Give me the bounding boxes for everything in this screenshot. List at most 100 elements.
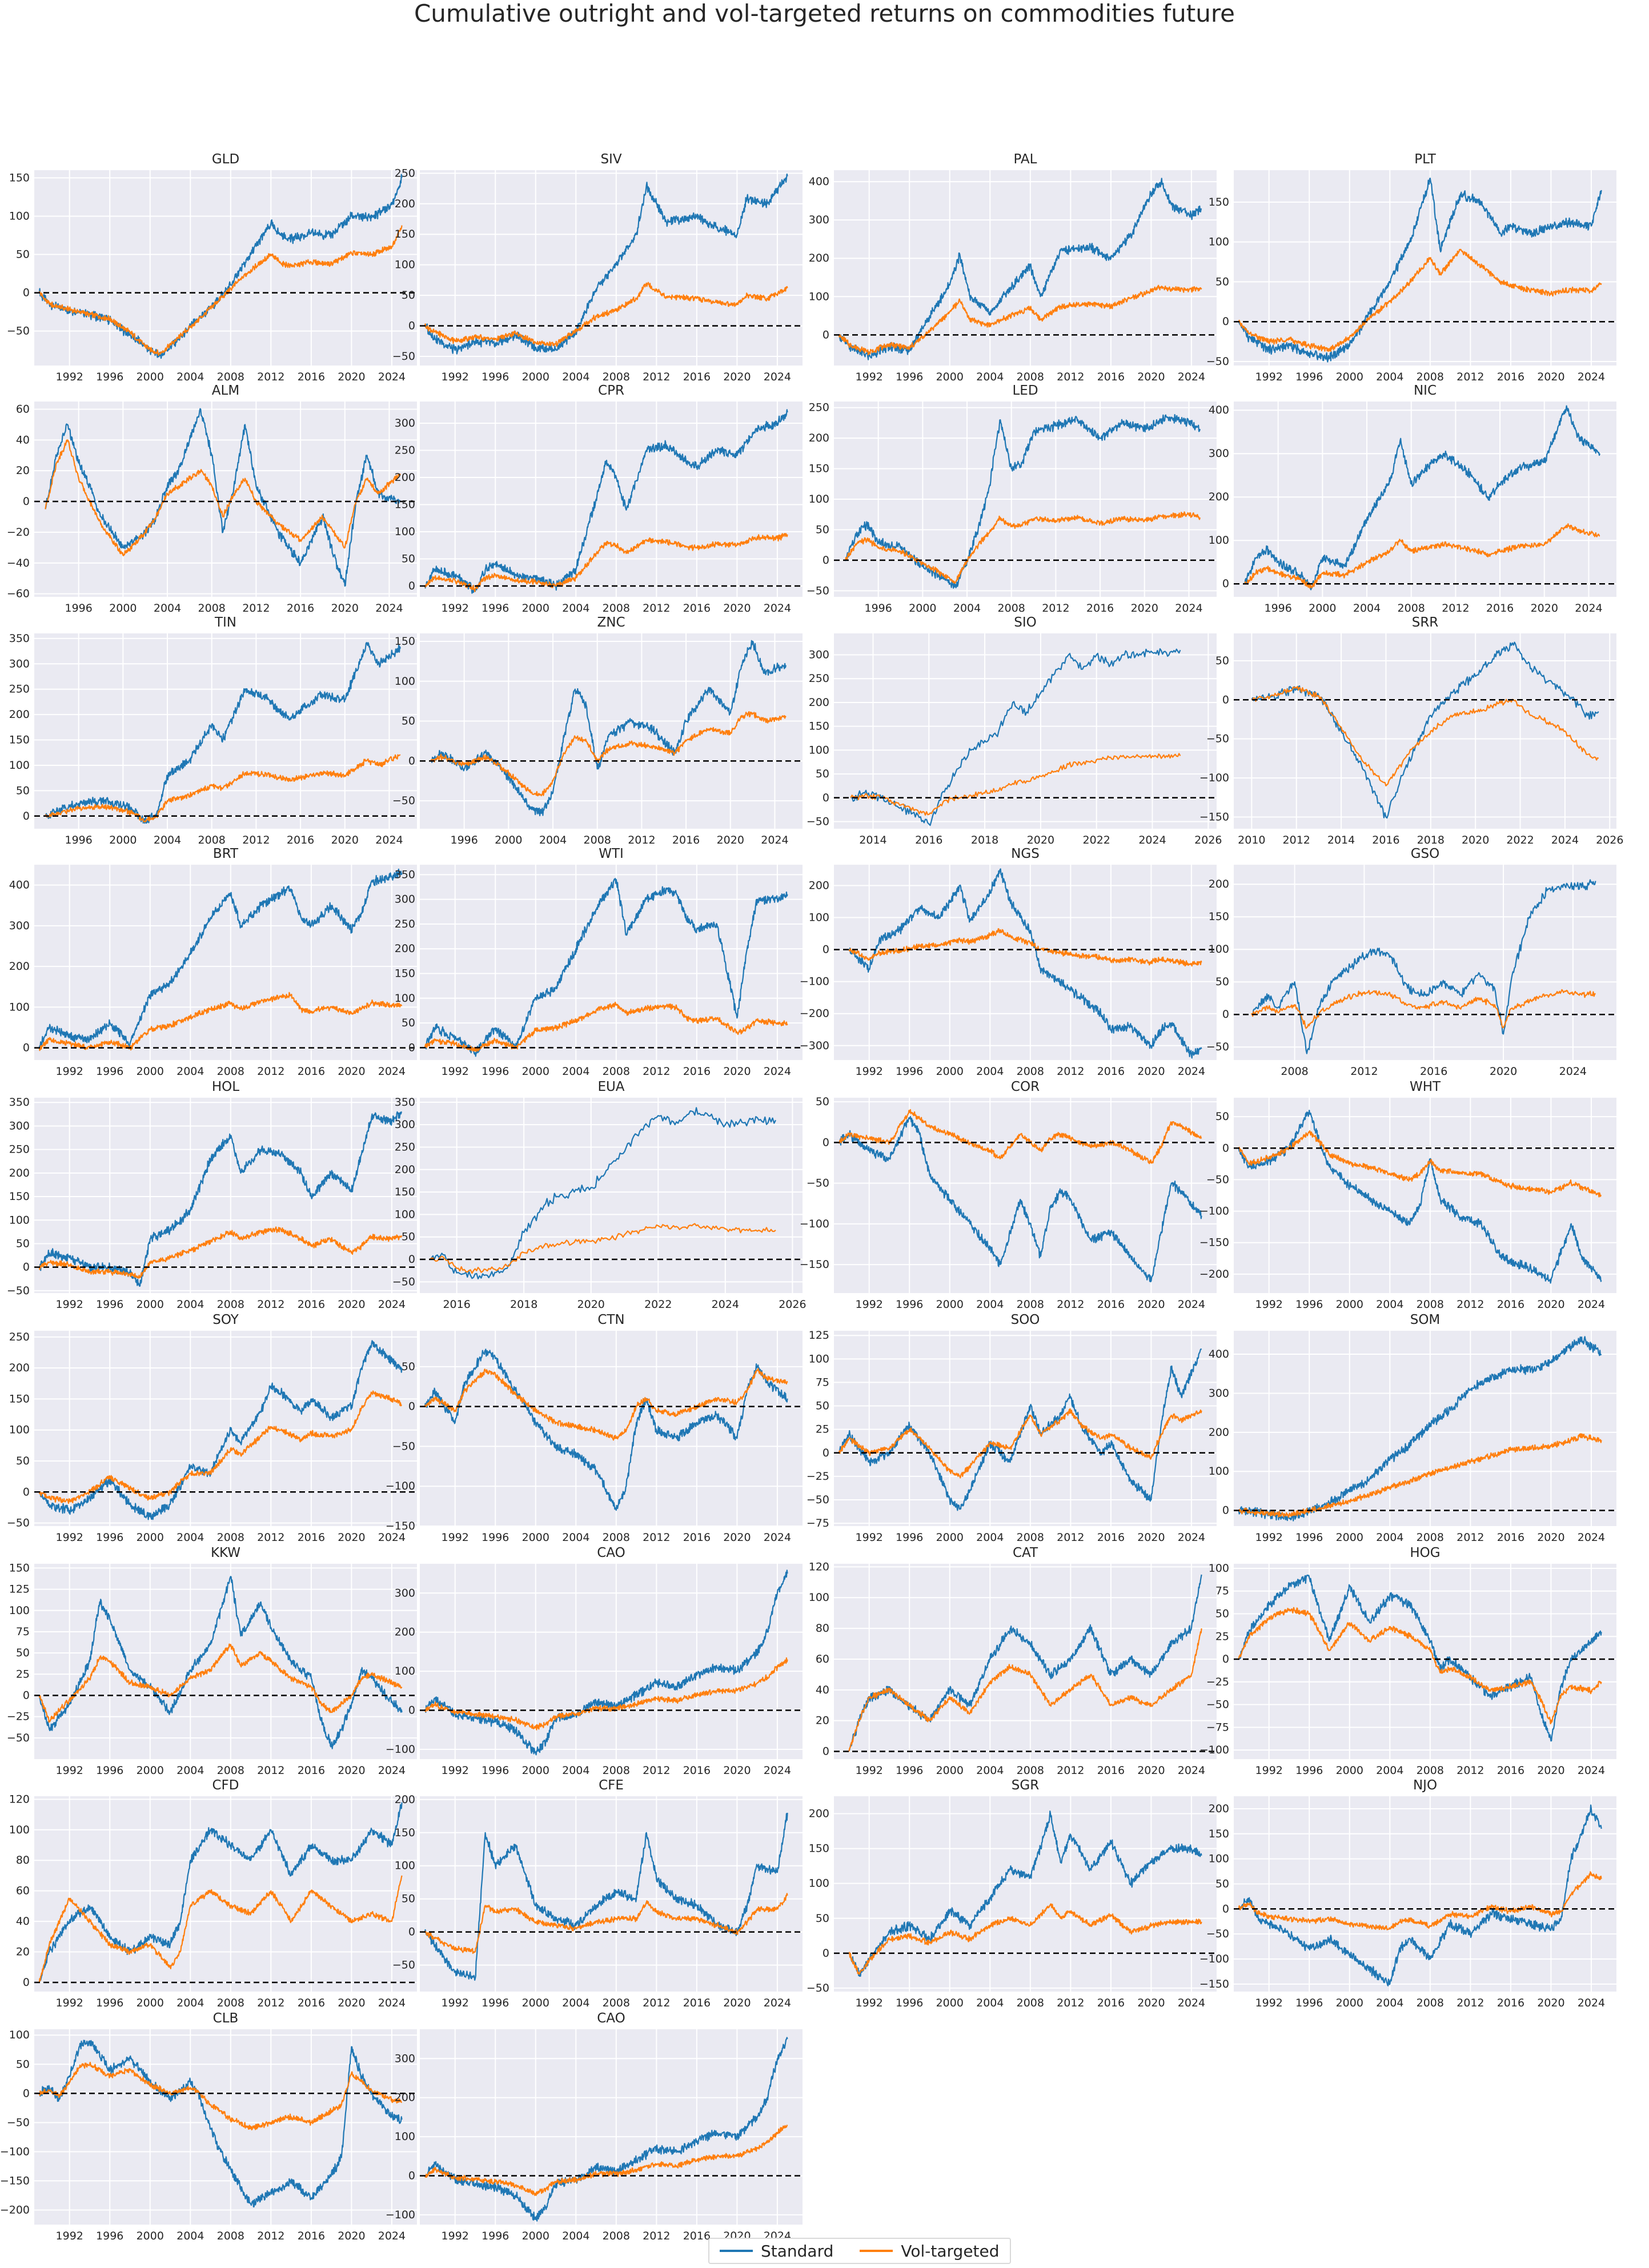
series-line-standard xyxy=(424,409,788,594)
y-tick-label: 0 xyxy=(408,1041,415,1054)
x-tick-label: 2010 xyxy=(1238,834,1265,846)
y-tick-label: 350 xyxy=(9,632,30,645)
y-tick-label: 100 xyxy=(1209,236,1229,248)
x-tick-label: 2008 xyxy=(1417,371,1444,383)
subplot-title: GLD xyxy=(212,152,239,167)
y-tick-label: 200 xyxy=(809,1808,829,1820)
x-tick-label: 2012 xyxy=(1457,371,1484,383)
y-tick-label: 0 xyxy=(408,320,415,332)
y-tick-label: 150 xyxy=(9,1561,30,1574)
y-tick-label: −300 xyxy=(800,1039,829,1052)
x-tick-label: 2024 xyxy=(378,1531,406,1544)
x-tick-label: 2024 xyxy=(375,834,403,846)
legend-swatch-standard xyxy=(720,2250,753,2252)
y-tick-label: 50 xyxy=(816,1095,829,1108)
series-line-vol-targeted xyxy=(45,439,401,556)
series-line-vol-targeted xyxy=(1238,1871,1602,1930)
y-tick-label: 400 xyxy=(1209,1348,1229,1360)
y-tick-label: 50 xyxy=(16,1647,30,1659)
plot-area xyxy=(1234,1098,1616,1293)
legend-entry-vol-targeted: Vol-targeted xyxy=(860,2242,1000,2261)
y-tick-label: 0 xyxy=(1222,315,1229,328)
subplot-title: HOG xyxy=(1410,1546,1440,1560)
x-tick-label: 2004 xyxy=(176,1065,204,1078)
x-tick-label: 2020 xyxy=(1537,371,1564,383)
y-tick-label: 50 xyxy=(16,2058,30,2070)
plot-area xyxy=(34,2029,417,2225)
y-tick-label: −50 xyxy=(807,1494,829,1506)
y-tick-label: −50 xyxy=(7,325,30,338)
y-tick-label: 0 xyxy=(23,1689,30,1701)
x-tick-label: 2016 xyxy=(1497,1764,1524,1777)
y-tick-label: −200 xyxy=(1199,1268,1229,1280)
x-tick-label: 2012 xyxy=(643,1764,670,1777)
series-line-vol-targeted xyxy=(848,1628,1202,1752)
y-tick-label: 100 xyxy=(1209,534,1229,547)
x-tick-label: 1992 xyxy=(56,371,83,383)
y-tick-label: 100 xyxy=(395,525,415,538)
subplot-title: PLT xyxy=(1414,152,1437,167)
y-tick-label: −50 xyxy=(7,1284,30,1297)
subplot-title: BRT xyxy=(213,846,239,861)
y-tick-label: 0 xyxy=(23,2087,30,2100)
x-tick-label: 1992 xyxy=(56,2230,83,2242)
y-tick-label: 0 xyxy=(1222,1142,1229,1154)
x-tick-label: 2016 xyxy=(1097,1298,1125,1311)
x-tick-label: 2020 xyxy=(1537,1298,1564,1311)
x-tick-label: 1996 xyxy=(482,602,509,615)
y-tick-label: 20 xyxy=(816,1715,829,1727)
x-tick-label: 2024 xyxy=(375,602,403,615)
y-tick-label: 0 xyxy=(823,1136,829,1149)
x-tick-label: 2024 xyxy=(1578,1531,1605,1544)
y-tick-label: 20 xyxy=(16,1946,30,1958)
subplot-title: HOL xyxy=(212,1079,239,1094)
x-tick-label: 2020 xyxy=(1137,1298,1165,1311)
x-tick-label: 2012 xyxy=(1057,1764,1084,1777)
x-tick-label: 2022 xyxy=(1083,834,1110,846)
series-line-standard xyxy=(424,878,788,1057)
subplot-cao-33: 1992 1996 2000 2004 2008 2012 2016 2020 2024−100… xyxy=(386,2011,803,2242)
x-tick-label: 1992 xyxy=(856,371,883,383)
x-tick-label: 2020 xyxy=(1537,1531,1564,1544)
subplot-title: WHT xyxy=(1410,1079,1441,1094)
legend-label-standard: Standard xyxy=(761,2241,834,2261)
subplot-eua-17: 2016 2018 2020 2022 2024 2026 −50 0 50 100 150 200 2… xyxy=(392,1079,807,1311)
y-tick-label: 100 xyxy=(395,992,415,1005)
series-line-vol-targeted xyxy=(838,1109,1202,1165)
x-tick-label: 2016 xyxy=(1497,371,1524,383)
x-tick-label: 2016 xyxy=(298,1065,325,1078)
y-tick-label: −50 xyxy=(392,1959,415,1972)
x-tick-label: 2024 xyxy=(764,1065,791,1078)
plot-area xyxy=(420,1098,803,1293)
subplot-title: CPR xyxy=(598,383,624,398)
y-tick-label: 100 xyxy=(809,744,829,756)
x-tick-label: 2024 xyxy=(378,2230,406,2242)
subplot-srr-11: 2010 2012 2014 2016 2018 2020 2022 2024 2026 −150… xyxy=(1199,615,1624,846)
x-tick-label: 2012 xyxy=(643,1065,670,1078)
x-tick-label: 2000 xyxy=(936,1298,964,1311)
x-tick-label: 2012 xyxy=(1057,371,1084,383)
subplot-pal-2: 1992 1996 2000 2004 2008 2012 2016 2020 2024 0 100… xyxy=(809,152,1217,383)
subplot-soo-22: 1992 1996 2000 2004 2008 2012 2016 2020 2024 −75 −… xyxy=(807,1312,1217,1544)
subplot-siv-1: 1992 1996 2000 2004 2008 2012 2016 2020 2024 −50 0… xyxy=(392,152,803,383)
series-line-vol-targeted xyxy=(38,1390,402,1504)
y-tick-label: 0 xyxy=(823,1447,829,1459)
subplot-cfd-28: 1992 1996 2000 2004 2008 2012 2016 2020 20240204… xyxy=(9,1778,417,2009)
y-tick-label: 50 xyxy=(1215,1607,1229,1620)
x-tick-label: 2016 xyxy=(1097,1997,1125,2009)
x-tick-label: 2012 xyxy=(643,1531,670,1544)
x-tick-label: 2004 xyxy=(176,2230,204,2242)
subplot-njo-31: 1992 1996 2000 2004 2008 2012 2016 2020 2024−150… xyxy=(1199,1778,1616,2009)
plot-area xyxy=(834,170,1217,366)
x-tick-label: 2008 xyxy=(217,2230,244,2242)
subplot-hog-27: 1992 1996 2000 2004 2008 2012 2016 2020 2024 −100… xyxy=(1199,1546,1616,1777)
x-tick-label: 2000 xyxy=(1336,1531,1363,1544)
x-tick-label: 2004 xyxy=(953,602,981,615)
y-tick-label: 100 xyxy=(1209,1853,1229,1865)
x-tick-label: 1992 xyxy=(1255,1298,1283,1311)
x-tick-label: 2008 xyxy=(1417,1997,1444,2009)
x-tick-label: 2004 xyxy=(1376,1298,1403,1311)
series-line-standard xyxy=(429,1107,776,1279)
x-tick-label: 2016 xyxy=(683,2230,711,2242)
y-tick-label: −50 xyxy=(7,1517,30,1530)
